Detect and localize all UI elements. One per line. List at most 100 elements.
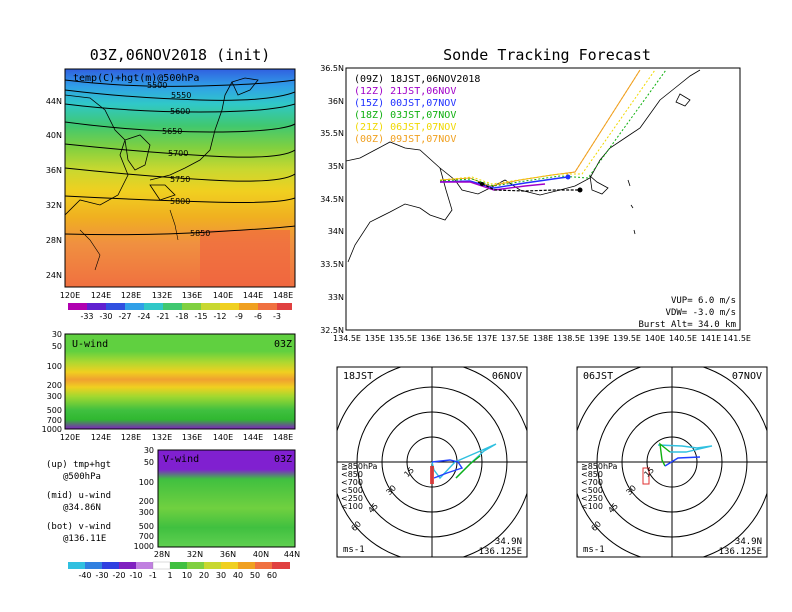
level-entry: <250 — [341, 494, 363, 503]
tick-label: 139E — [589, 334, 609, 343]
temp-map — [65, 69, 295, 287]
tick-label: 36N — [46, 166, 62, 175]
hodo2-time: 06JST — [583, 371, 613, 382]
tick-label: 500 — [139, 522, 154, 531]
level-entry: <850 — [341, 470, 363, 479]
contour-label: 5600 — [170, 107, 190, 116]
tick-label: 132E — [152, 291, 172, 300]
tick-label: 28N — [154, 550, 170, 559]
colorbar-label: 50 — [250, 571, 260, 580]
vwind-panel — [157, 449, 296, 548]
legend-entry: (00Z) 09JST,07NOV — [354, 134, 456, 145]
colorbar-label: 40 — [233, 571, 243, 580]
colorbar-label: 1 — [167, 571, 172, 580]
tick-label: 100 — [139, 478, 154, 487]
colorbar-label: -10 — [129, 571, 142, 580]
note-line: @136.11E — [63, 534, 106, 544]
tick-label: 148E — [273, 433, 293, 442]
legend-entry: (09Z) 18JST,06NOV2018 — [354, 74, 480, 85]
contour-label: 5750 — [170, 175, 190, 184]
track-map-frame — [345, 67, 741, 331]
tick-label: 140E — [213, 291, 233, 300]
tick-label: 128E — [121, 433, 141, 442]
note-line: @34.86N — [63, 503, 101, 513]
contour-labels: 5500 5550 5600 5650 5700 5750 5800 5850 — [147, 81, 210, 238]
tick-label: 35N — [328, 162, 344, 171]
colorbar-label: -18 — [175, 312, 188, 321]
tick-label: 136E — [182, 433, 202, 442]
tick-label: 36N — [328, 97, 344, 106]
temp-map-frame — [64, 68, 296, 288]
hodo1-level-legend: ≧850hPa <850 <700 <500 <250 <100 — [341, 462, 378, 511]
tick-label: 40N — [46, 131, 62, 140]
tick-label: 200 — [47, 381, 62, 390]
colorbar-label: -15 — [194, 312, 207, 321]
tick-label: 124E — [91, 433, 111, 442]
track-map — [346, 68, 740, 330]
tick-label: 148E — [273, 291, 293, 300]
info-line: VUP= 6.0 m/s — [671, 296, 736, 306]
wind-colorbar-labels: -40 -30 -20 -10 -1 1 10 20 30 40 50 60 — [78, 571, 277, 580]
colorbar-label: -21 — [156, 312, 169, 321]
tick-label: 34N — [328, 227, 344, 236]
level-entry: <100 — [341, 502, 363, 511]
tick-label: 34.5N — [320, 195, 344, 204]
level-entry: <850 — [581, 470, 603, 479]
tick-label: 700 — [47, 416, 62, 425]
vwind-p-ticks: 30 50 100 200 300 500 700 1000 — [134, 446, 154, 551]
level-entry: <700 — [341, 478, 363, 487]
tick-label: 500 — [47, 406, 62, 415]
tick-label: 138E — [533, 334, 553, 343]
tick-label: 200 — [139, 497, 154, 506]
colorbar-label: 60 — [267, 571, 277, 580]
temp-map-label: temp(C)+hgt(m)@500hPa — [73, 73, 199, 84]
track-info: VUP= 6.0 m/s VDW= -3.0 m/s Burst Alt= 34… — [638, 296, 736, 330]
colorbar-label: -9 — [235, 312, 243, 321]
tick-label: 144E — [243, 433, 263, 442]
track-lon-ticks: 134.5E 135E 135.5E 136E 136.5E 137E 137.… — [333, 334, 751, 343]
tick-label: 700 — [139, 532, 154, 541]
tick-label: 140E — [645, 334, 665, 343]
track-lat-ticks: 36.5N 36N 35.5N 35N 34.5N 34N 33.5N 33N … — [320, 64, 344, 335]
tick-label: 44N — [284, 550, 300, 559]
tick-label: 28N — [46, 236, 62, 245]
tick-label: 40N — [253, 550, 269, 559]
tick-label: 50 — [144, 458, 154, 467]
uwind-lon-ticks: 120E 124E 128E 132E 136E 140E 144E 148E — [60, 433, 293, 442]
tick-label: 50 — [52, 342, 62, 351]
tick-label: 30 — [52, 330, 62, 339]
contour-label: 5800 — [170, 197, 190, 206]
tick-label: 136E — [421, 334, 441, 343]
level-entry: <100 — [581, 502, 603, 511]
contour-label: 5650 — [162, 127, 182, 136]
panel-notes: (up) tmp+hgt @500hPa (mid) u-wind @34.86… — [46, 460, 111, 544]
hodo1-time: 18JST — [343, 371, 373, 382]
hodograph-2 — [576, 366, 768, 558]
tick-label: 36N — [220, 550, 236, 559]
tick-label: 120E — [60, 291, 80, 300]
hodo2-level-legend: ≧850hPa <850 <700 <500 <250 <100 — [581, 462, 618, 511]
note-line: @500hPa — [63, 472, 101, 482]
contour-label: 5500 — [147, 81, 167, 90]
uwind-p-ticks: 30 50 100 200 300 500 700 1000 — [42, 330, 62, 434]
note-line: (up) tmp+hgt — [46, 460, 111, 470]
colorbar-label: -27 — [118, 312, 131, 321]
note-line: (mid) u-wind — [46, 491, 111, 501]
track-title: Sonde Tracking Forecast — [443, 46, 651, 64]
level-entry: <500 — [341, 486, 363, 495]
colorbar-label: -6 — [254, 312, 262, 321]
level-entry: <250 — [581, 494, 603, 503]
tick-label: 100 — [47, 362, 62, 371]
hodo2-lat: 34.9N — [735, 537, 762, 547]
track-legend: (09Z) 18JST,06NOV2018 (12Z) 21JST,06NOV … — [354, 74, 480, 145]
tick-label: 1000 — [134, 542, 154, 551]
colorbar-label: 20 — [199, 571, 209, 580]
tick-label: 140E — [213, 433, 233, 442]
tick-label: 32N — [187, 550, 203, 559]
info-line: VDW= -3.0 m/s — [666, 308, 736, 318]
tick-label: 139.5E — [613, 334, 641, 343]
tick-label: 35.5N — [320, 129, 344, 138]
colorbar-label: -30 — [99, 312, 112, 321]
tick-label: 141E — [701, 334, 721, 343]
uwind-time: 03Z — [274, 339, 292, 350]
